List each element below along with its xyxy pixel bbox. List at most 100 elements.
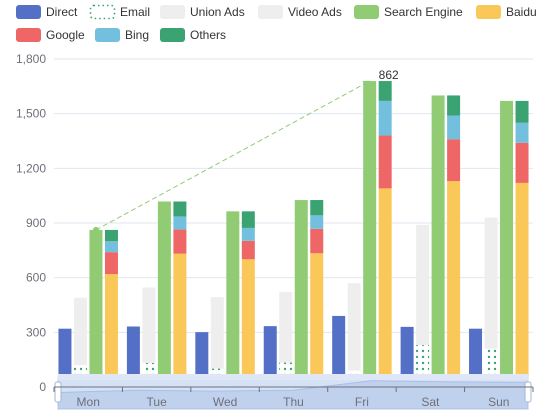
legend-item-google[interactable]: Google <box>16 28 85 42</box>
bar-bing-sat <box>447 115 461 140</box>
annotation-arrow <box>95 80 371 231</box>
x-tick-label-thu: Thu <box>283 395 304 409</box>
bar-direct-tue <box>126 326 140 387</box>
legend-swatch-email <box>89 4 116 20</box>
legend-item-others[interactable]: Others <box>160 28 226 42</box>
zoom-handle-right[interactable] <box>524 381 532 403</box>
x-tick-label-tue: Tue <box>147 395 168 409</box>
legend-swatch-direct <box>16 5 41 19</box>
bar-baidu-sat <box>447 181 461 387</box>
bar-baidu-sun <box>515 182 529 387</box>
zoom-selected-range[interactable] <box>58 375 528 409</box>
bar-video-ads-mon <box>73 297 87 326</box>
legend-swatch-others <box>160 28 185 42</box>
bar-baidu-tue <box>173 253 187 387</box>
bar-baidu-mon <box>104 274 118 387</box>
grid-lines <box>54 58 533 388</box>
bar-union-ads-thu <box>279 319 293 363</box>
bar-google-sun <box>515 142 529 183</box>
x-tick-label-wed: Wed <box>213 395 237 409</box>
y-axis: 0 300 600 900 1,200 1,500 1,800 <box>16 52 46 394</box>
bar-bing-thu <box>310 215 324 229</box>
bar-search-engine-mon <box>89 229 103 387</box>
legend-item-union-ads[interactable]: Union Ads <box>160 5 245 19</box>
bar-others-sat <box>447 95 461 116</box>
bar-bing-fri <box>378 100 392 136</box>
y-tick-label: 900 <box>26 216 46 230</box>
bar-union-ads-wed <box>210 333 224 369</box>
bar-search-engine-sun <box>500 100 514 388</box>
bar-baidu-thu <box>310 253 324 387</box>
bar-search-engine-wed <box>226 211 240 387</box>
bar-bing-sun <box>515 122 529 143</box>
bar-direct-fri <box>332 315 346 387</box>
bar-video-ads-wed <box>210 297 224 334</box>
x-tick-label-fri: Fri <box>355 395 369 409</box>
bar-google-wed <box>241 240 255 260</box>
legend-item-direct[interactable]: Direct <box>16 5 78 19</box>
bar-bing-wed <box>241 227 255 241</box>
bar-search-engine-tue <box>157 201 171 387</box>
bar-union-ads-tue <box>142 329 156 363</box>
bar-union-ads-sun <box>484 292 498 349</box>
bar-direct-wed <box>195 332 209 387</box>
legend-label-bing: Bing <box>125 28 149 42</box>
annotation-label: 862 <box>379 68 399 82</box>
legend-item-video-ads[interactable]: Video Ads <box>258 5 342 19</box>
bar-google-fri <box>378 135 392 189</box>
y-tick-label: 600 <box>26 271 46 285</box>
bar-google-sat <box>447 139 461 182</box>
legend-label-google: Google <box>46 28 85 42</box>
legend-label-direct: Direct <box>46 5 78 19</box>
bar-others-tue <box>173 201 187 217</box>
legend-item-baidu[interactable]: Baidu <box>476 5 537 19</box>
bar-direct-mon <box>58 328 72 387</box>
legend-swatch-union-ads <box>160 5 185 19</box>
legend-label-baidu: Baidu <box>506 5 537 19</box>
y-tick-label: 300 <box>26 325 46 339</box>
y-tick-label: 1,500 <box>16 107 46 121</box>
bar-others-sun <box>515 100 529 123</box>
bar-others-wed <box>241 211 255 228</box>
legend: Direct Email Union Ads Video Ads Search Engi… <box>16 4 537 42</box>
y-tick-label: 1,800 <box>16 52 46 66</box>
bar-video-ads-sun <box>484 217 498 293</box>
bar-bing-tue <box>173 216 187 230</box>
legend-item-search-engine[interactable]: Search Engine <box>354 5 463 19</box>
bar-google-tue <box>173 229 187 254</box>
bar-others-mon <box>104 229 118 242</box>
bar-baidu-wed <box>241 259 255 387</box>
bar-union-ads-mon <box>73 325 87 366</box>
zoom-handle-left[interactable] <box>54 381 62 403</box>
legend-label-email: Email <box>120 5 150 19</box>
legend-item-email[interactable]: Email <box>89 4 151 20</box>
bar-others-fri <box>378 81 392 101</box>
data-zoom-slider[interactable] <box>54 374 532 410</box>
y-tick-label: 1,200 <box>16 161 46 175</box>
legend-swatch-baidu <box>476 5 501 19</box>
y-tick-label: 0 <box>39 380 46 394</box>
legend-label-union-ads: Union Ads <box>190 5 245 19</box>
bar-search-engine-fri <box>363 81 377 387</box>
legend-swatch-google <box>16 28 41 42</box>
bar-search-engine-thu <box>294 200 308 387</box>
bar-baidu-fri <box>378 188 392 387</box>
bar-union-ads-fri <box>347 317 361 371</box>
bars <box>58 81 529 388</box>
x-tick-label-sat: Sat <box>421 395 440 409</box>
x-axis: Mon Tue Wed Thu Fri Sat Sun <box>53 386 534 409</box>
legend-label-video-ads: Video Ads <box>288 5 342 19</box>
legend-item-bing[interactable]: Bing <box>95 28 149 42</box>
bar-video-ads-tue <box>142 287 156 330</box>
bar-others-thu <box>310 200 324 216</box>
legend-label-others: Others <box>190 28 226 42</box>
legend-label-search-engine: Search Engine <box>384 5 463 19</box>
bar-video-ads-fri <box>347 283 361 318</box>
bar-search-engine-sat <box>431 95 445 387</box>
zoom-move-bar[interactable] <box>58 374 528 380</box>
bar-direct-sat <box>400 326 414 387</box>
legend-swatch-search-engine <box>354 5 379 19</box>
bar-union-ads-sat <box>416 284 430 346</box>
bar-google-mon <box>104 252 118 275</box>
